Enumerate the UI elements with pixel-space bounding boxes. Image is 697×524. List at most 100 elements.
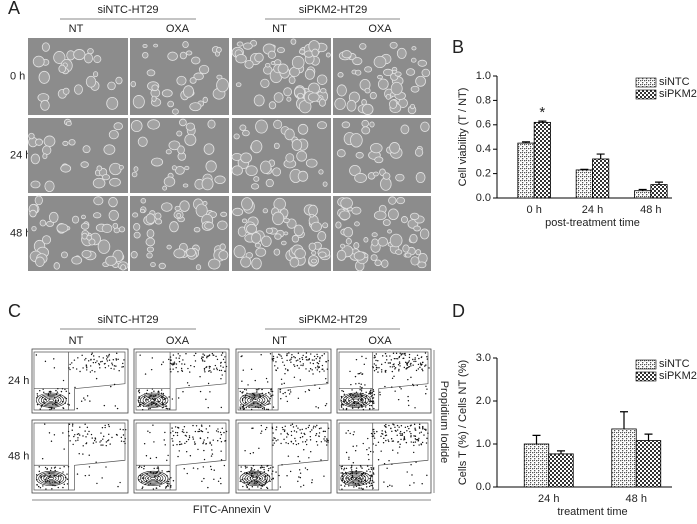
- event: [313, 359, 315, 361]
- cell: [361, 126, 371, 135]
- event: [410, 424, 412, 426]
- event: [414, 358, 416, 361]
- x-tick-label: 24 h: [538, 493, 559, 505]
- event: [297, 427, 299, 429]
- event: [220, 450, 222, 452]
- y-tick-label: 0.0: [476, 481, 491, 493]
- event: [265, 377, 268, 380]
- event: [204, 371, 206, 373]
- event: [107, 439, 110, 441]
- legend-label: siNTC: [659, 358, 690, 370]
- cell: [82, 145, 91, 154]
- event: [214, 364, 217, 367]
- event: [370, 404, 373, 407]
- event: [340, 406, 343, 408]
- event: [380, 371, 383, 373]
- event: [403, 439, 405, 441]
- cell: [345, 238, 352, 245]
- event: [178, 450, 180, 452]
- event: [108, 355, 110, 357]
- event: [277, 439, 279, 441]
- cell: [325, 52, 331, 58]
- cell: [339, 210, 351, 220]
- cell: [83, 53, 93, 64]
- cell: [297, 92, 304, 99]
- event: [258, 447, 260, 450]
- event: [428, 367, 430, 369]
- contour: [342, 393, 369, 407]
- cell: [106, 96, 119, 110]
- event: [71, 362, 73, 364]
- event: [257, 469, 259, 472]
- legend-swatch: [635, 359, 657, 370]
- event: [242, 405, 244, 408]
- event: [273, 442, 275, 444]
- cell: [88, 238, 96, 246]
- event: [284, 368, 287, 370]
- event: [357, 407, 360, 409]
- event: [219, 431, 222, 434]
- cell: [45, 220, 54, 227]
- event: [222, 366, 224, 369]
- event: [384, 352, 387, 355]
- contour: [40, 473, 62, 484]
- event: [408, 404, 410, 407]
- plot-frame: [31, 419, 129, 494]
- event: [107, 365, 110, 367]
- cell: [233, 133, 240, 140]
- event: [179, 441, 181, 443]
- event: [397, 441, 400, 443]
- event: [113, 365, 116, 367]
- event: [403, 437, 406, 439]
- cell: [311, 250, 317, 256]
- cell: [133, 166, 139, 172]
- event: [412, 384, 415, 387]
- cell: [387, 208, 399, 221]
- event: [316, 365, 319, 367]
- event: [311, 481, 313, 484]
- event: [239, 408, 242, 410]
- cell: [298, 49, 306, 55]
- event: [208, 354, 210, 357]
- event: [175, 363, 178, 365]
- cell: [341, 121, 351, 129]
- event: [358, 477, 361, 479]
- micrograph: [130, 196, 229, 271]
- event: [406, 362, 408, 364]
- row-label: 24 h: [10, 149, 31, 161]
- error-bar: [522, 141, 530, 144]
- event: [248, 488, 250, 490]
- event: [372, 433, 374, 435]
- cell: [183, 85, 194, 98]
- event: [355, 383, 357, 385]
- cell: [239, 124, 247, 131]
- event: [239, 390, 241, 393]
- event: [43, 391, 45, 393]
- event: [365, 391, 367, 394]
- cell: [290, 38, 297, 45]
- event: [315, 440, 318, 443]
- cell: [203, 143, 215, 155]
- event: [122, 434, 125, 436]
- event: [210, 468, 213, 471]
- event: [38, 485, 40, 488]
- event: [241, 407, 243, 409]
- event: [414, 407, 416, 409]
- event: [80, 400, 83, 402]
- event: [385, 355, 388, 357]
- event: [215, 355, 217, 358]
- cell: [419, 228, 430, 240]
- event: [350, 469, 353, 471]
- event: [67, 403, 69, 405]
- cell: [86, 234, 93, 241]
- event: [172, 444, 174, 446]
- event: [242, 369, 244, 371]
- micrograph: [28, 118, 128, 193]
- event: [373, 431, 375, 433]
- event: [260, 466, 262, 469]
- event: [200, 424, 203, 426]
- event: [358, 372, 361, 375]
- event: [141, 409, 144, 411]
- column-header: OXA: [368, 23, 392, 35]
- cell: [163, 176, 176, 187]
